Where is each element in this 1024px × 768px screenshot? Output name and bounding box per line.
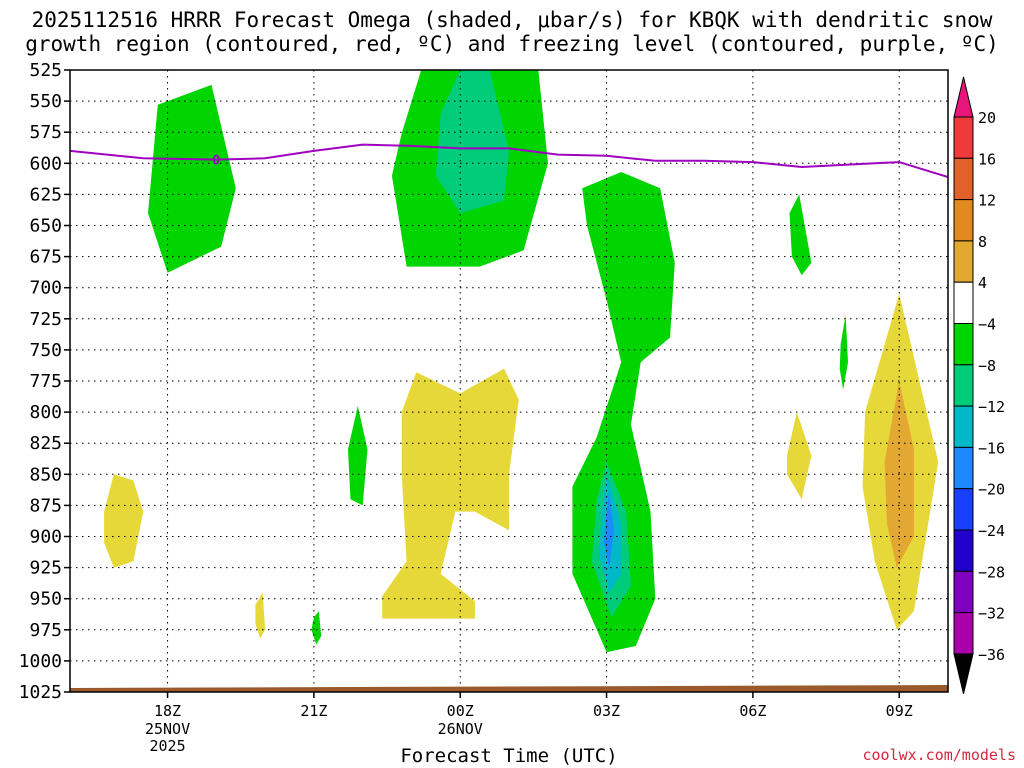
- freezing-level-contour: [70, 143, 948, 178]
- x-tick-label-06Z: 06Z: [739, 702, 766, 720]
- colorbar-label-1: 16: [978, 150, 996, 168]
- colorbar-label-5: −4: [978, 316, 996, 334]
- colorbar-bin-10: [953, 529, 974, 572]
- y-tick-label-850: 850: [29, 464, 62, 485]
- y-tick-label-750: 750: [29, 340, 62, 361]
- omega-region-2: [435, 70, 509, 214]
- omega-region-14: [787, 412, 812, 500]
- y-tick-label-900: 900: [29, 527, 62, 548]
- x-tick-year-18Z: 2025: [149, 737, 185, 755]
- y-tick-label-700: 700: [29, 278, 62, 299]
- colorbar: 20 16 12 8 4 −4 −8 −12 −16 −20 −24 −28 −32 −36: [953, 76, 1005, 695]
- colorbar-label-7: −12: [978, 398, 1005, 416]
- y-tick-label-625: 625: [29, 184, 62, 205]
- y-tick-label-975: 975: [29, 620, 62, 641]
- y-tick-label-575: 575: [29, 122, 62, 143]
- y-tick-label-800: 800: [29, 402, 62, 423]
- colorbar-label-4: 4: [978, 274, 987, 292]
- colorbar-label-0: 20: [978, 109, 996, 127]
- colorbar-bin-2: [953, 199, 974, 242]
- x-tick-label-09Z: 09Z: [886, 702, 913, 720]
- colorbar-label-12: −32: [978, 605, 1005, 623]
- x-tick-date-00Z: 26NOV: [438, 720, 483, 738]
- y-tick-label-875: 875: [29, 495, 62, 516]
- colorbar-label-9: −20: [978, 481, 1005, 499]
- ground-terrain: [70, 685, 948, 692]
- y-tick-label-550: 550: [29, 91, 62, 112]
- y-tick-label-825: 825: [29, 433, 62, 454]
- colorbar-label-8: −16: [978, 439, 1005, 457]
- colorbar-bin-0: [953, 116, 974, 159]
- x-tick-label-18Z: 18Z: [154, 702, 181, 720]
- colorbar-label-6: −8: [978, 357, 996, 375]
- colorbar-bin-1: [953, 157, 974, 201]
- grid-lines: [70, 70, 948, 692]
- y-tick-label-675: 675: [29, 247, 62, 268]
- x-tick-label-00Z: 00Z: [447, 702, 474, 720]
- omega-region-10: [839, 315, 848, 390]
- colorbar-label-10: −24: [978, 522, 1005, 540]
- y-tick-label-775: 775: [29, 371, 62, 392]
- colorbar-bin-5: [953, 323, 974, 366]
- omega-region-13: [382, 368, 519, 619]
- colorbar-bin-4: [953, 281, 974, 325]
- chart-title-line-1: 2025112516 HRRR Forecast Omega (shaded, …: [31, 8, 993, 32]
- plot-area: [70, 70, 948, 692]
- y-tick-label-600: 600: [29, 153, 62, 174]
- colorbar-bin-9: [953, 488, 974, 531]
- y-tick-label-525: 525: [29, 60, 62, 81]
- y-axis: 525 550 575 600 625 650 675 700 725 750 775 800 825 8…: [19, 60, 70, 703]
- omega-region-7: [348, 405, 368, 506]
- colorbar-bin-11: [953, 570, 974, 614]
- y-tick-label-1025: 1025: [19, 682, 62, 703]
- colorbar-label-3: 8: [978, 233, 987, 251]
- colorbar-bin-7: [953, 405, 974, 448]
- omega-region-6: [604, 493, 614, 568]
- credit-link[interactable]: coolwx.com/models: [862, 746, 1016, 764]
- freezing-level-label: 0: [212, 154, 220, 169]
- colorbar-bin-6: [953, 364, 974, 407]
- omega-region-8: [311, 611, 322, 645]
- x-axis-label: Forecast Time (UTC): [400, 745, 617, 767]
- y-tick-label-650: 650: [29, 216, 62, 237]
- x-tick-label-21Z: 21Z: [300, 702, 327, 720]
- y-tick-label-1000: 1000: [19, 651, 62, 672]
- x-tick-label-03Z: 03Z: [593, 702, 620, 720]
- colorbar-bin-12: [953, 612, 974, 655]
- omega-region-0: [148, 84, 236, 273]
- x-tick-date-18Z: 25NOV: [145, 720, 190, 738]
- colorbar-bin-8: [953, 446, 974, 490]
- colorbar-label-13: −36: [978, 646, 1005, 664]
- colorbar-bin-3: [953, 240, 974, 283]
- y-tick-label-950: 950: [29, 589, 62, 610]
- omega-regions: [104, 70, 939, 653]
- y-tick-label-925: 925: [29, 558, 62, 579]
- chart-title-line-2: growth region (contoured, red, ºC) and f…: [25, 32, 999, 56]
- omega-region-11: [104, 474, 144, 568]
- y-tick-label-725: 725: [29, 309, 62, 330]
- colorbar-label-2: 12: [978, 192, 996, 210]
- omega-region-12: [255, 592, 266, 639]
- colorbar-label-11: −28: [978, 563, 1005, 581]
- omega-region-9: [789, 194, 812, 276]
